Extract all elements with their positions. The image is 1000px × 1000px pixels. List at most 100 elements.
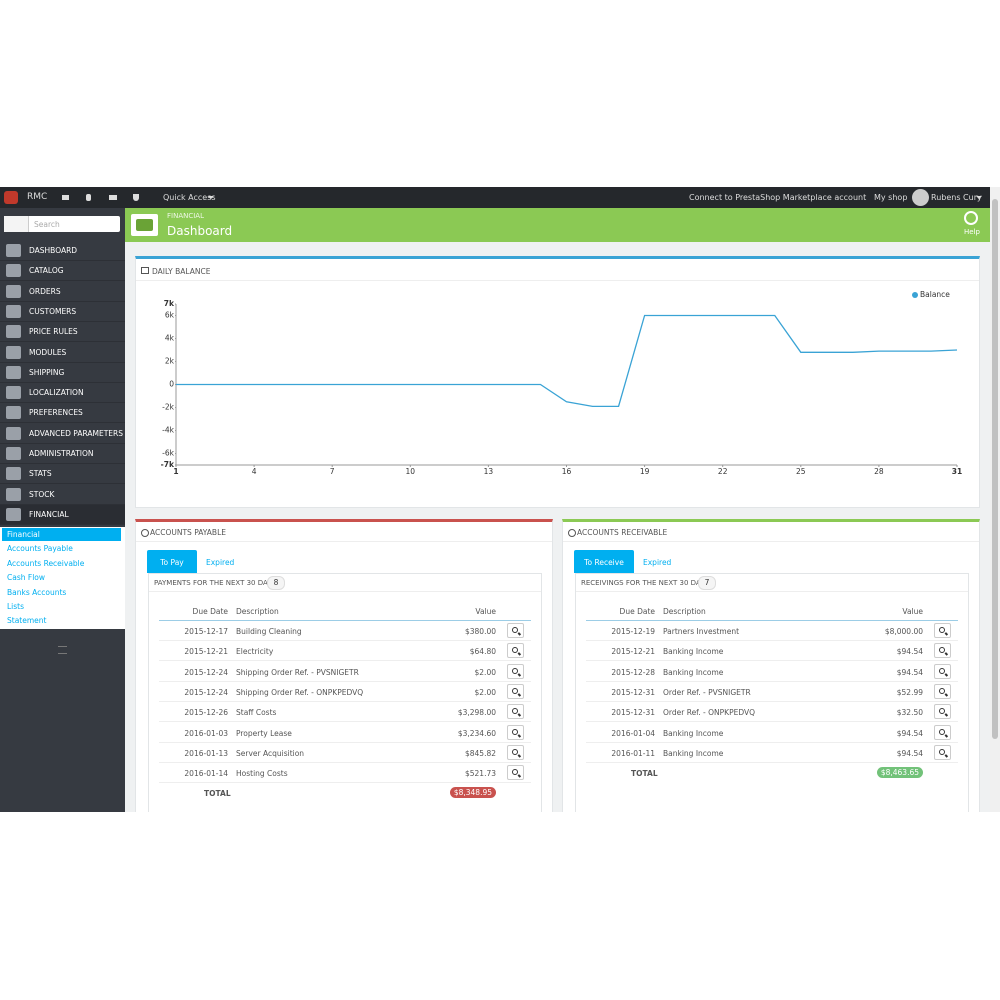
menu-label[interactable]: MODULES (29, 347, 67, 357)
tab-active[interactable]: To Receive (574, 550, 634, 573)
table-cell: $380.00 (464, 627, 496, 636)
menu-item[interactable]: FINANCIAL (0, 504, 125, 525)
submenu: Financial Accounts Payable Accounts Receiv… (0, 527, 125, 629)
y-tick-label: 6k (165, 311, 175, 320)
submenu-item[interactable]: Accounts Receivable (7, 558, 85, 568)
view-button[interactable] (934, 724, 951, 740)
icon[interactable] (133, 194, 139, 201)
view-button[interactable] (507, 704, 524, 720)
view-button[interactable] (934, 704, 951, 720)
menu-item[interactable]: DASHBOARD (0, 241, 125, 261)
menu-label[interactable]: ORDERS (29, 286, 61, 296)
menu-item[interactable]: PREFERENCES (0, 403, 125, 424)
breadcrumb[interactable]: FINANCIAL (167, 212, 204, 220)
submenu-item[interactable]: Lists (7, 602, 25, 611)
brand[interactable]: RMC (27, 192, 48, 202)
x-tick-label: 7 (330, 467, 335, 476)
quick-access[interactable]: Quick Access (163, 193, 216, 202)
divider (136, 541, 552, 542)
search-box[interactable]: Search (4, 216, 120, 232)
marketplace-link[interactable]: Connect to PrestaShop Marketplace accoun… (689, 193, 867, 202)
tab-label[interactable]: To Receive (584, 558, 624, 567)
panel-title: ACCOUNTS PAYABLE (150, 528, 226, 537)
collapse-icon[interactable] (58, 646, 67, 654)
menu-item[interactable]: ORDERS (0, 282, 125, 302)
menu-label[interactable]: PRICE RULES (29, 327, 78, 337)
menu-label[interactable]: DASHBOARD (29, 246, 78, 255)
icon[interactable] (86, 194, 91, 201)
count-badge: 8 (267, 576, 285, 590)
view-button[interactable] (934, 643, 951, 659)
view-button[interactable] (934, 663, 951, 679)
x-tick-label: 16 (562, 467, 572, 476)
table-cell: 2015-12-24 (184, 687, 228, 697)
submenu-item[interactable]: Banks Accounts (7, 587, 67, 597)
total-badge: $8,463.65 (876, 767, 923, 779)
menu-item[interactable]: STOCK (0, 485, 125, 505)
view-button[interactable] (507, 724, 524, 740)
menu-item[interactable]: STATS (0, 464, 125, 485)
row-rule (159, 721, 531, 723)
menu-item[interactable]: MODULES (0, 343, 125, 363)
menu-item[interactable]: ADMINISTRATION (0, 444, 125, 464)
submenu-item[interactable]: Accounts Payable (7, 544, 73, 554)
menu-label[interactable]: CATALOG (29, 266, 64, 276)
view-button[interactable] (507, 623, 524, 638)
total-badge: $8,348.95 (449, 787, 496, 799)
shop-link[interactable]: My shop (874, 193, 908, 202)
tab-other[interactable]: Expired (643, 558, 672, 567)
y-tick-label: 2k (165, 357, 175, 366)
y-tick-label: 4k (165, 334, 175, 343)
menu-label[interactable]: ADMINISTRATION (29, 449, 94, 458)
submenu-item[interactable]: Cash Flow (7, 573, 45, 583)
menu-label[interactable]: PREFERENCES (29, 408, 83, 418)
table-cell: $2.00 (474, 667, 496, 677)
table-cell: $32.50 (896, 708, 923, 718)
y-tick-label: -7k (161, 460, 175, 469)
view-button[interactable] (507, 744, 524, 760)
help-link[interactable]: Help (964, 228, 980, 236)
menu-label[interactable]: FINANCIAL (29, 509, 69, 519)
menu-item[interactable]: PRICE RULES (0, 322, 125, 343)
payable-panel: ACCOUNTS PAYABLE To Pay Expired PAYMENTS FO… (135, 519, 553, 812)
view-button[interactable] (934, 683, 951, 699)
submenu-item[interactable]: Financial (2, 528, 121, 541)
menu-label[interactable]: STATS (29, 469, 52, 479)
menu-item[interactable]: CATALOG (0, 261, 125, 282)
submenu-item[interactable]: Statement (7, 616, 47, 626)
user-menu[interactable]: Rubens Cury (931, 193, 982, 202)
menu-item[interactable]: SHIPPING (0, 363, 125, 383)
menu-label[interactable]: CUSTOMERS (29, 306, 77, 316)
search-button[interactable] (4, 216, 29, 232)
view-button[interactable] (934, 623, 951, 638)
menu-item[interactable]: LOCALIZATION (0, 383, 125, 404)
view-button[interactable] (507, 765, 524, 781)
view-button[interactable] (507, 643, 524, 659)
menu-icon (6, 304, 21, 318)
x-tick-label: 10 (406, 467, 416, 476)
menu-item[interactable]: ADVANCED PARAMETERS (0, 424, 125, 444)
help-icon[interactable] (964, 211, 978, 225)
menu-label[interactable]: STOCK (29, 489, 55, 499)
view-button[interactable] (507, 663, 524, 679)
table-cell: $94.54 (896, 667, 923, 677)
tab-other[interactable]: Expired (206, 558, 235, 567)
table-cell: $52.99 (896, 687, 923, 697)
view-button[interactable] (507, 683, 524, 699)
series-line (176, 314, 958, 407)
scrollbar-thumb[interactable] (992, 199, 998, 739)
menu-label[interactable]: SHIPPING (29, 367, 65, 377)
tab-active[interactable]: To Pay (147, 550, 197, 573)
menu-label[interactable]: LOCALIZATION (29, 388, 84, 398)
tab-label[interactable]: To Pay (160, 558, 184, 567)
icon[interactable] (109, 195, 117, 200)
scrollbar[interactable] (990, 187, 1000, 812)
menu-label[interactable]: ADVANCED PARAMETERS (29, 428, 124, 438)
table-cell: Banking Income (663, 728, 724, 738)
view-button[interactable] (934, 744, 951, 760)
table-cell: $845.82 (464, 748, 496, 758)
table-cell: Partners Investment (663, 627, 740, 636)
icon[interactable] (62, 195, 69, 200)
menu-item[interactable]: CUSTOMERS (0, 302, 125, 322)
avatar[interactable] (912, 189, 929, 206)
